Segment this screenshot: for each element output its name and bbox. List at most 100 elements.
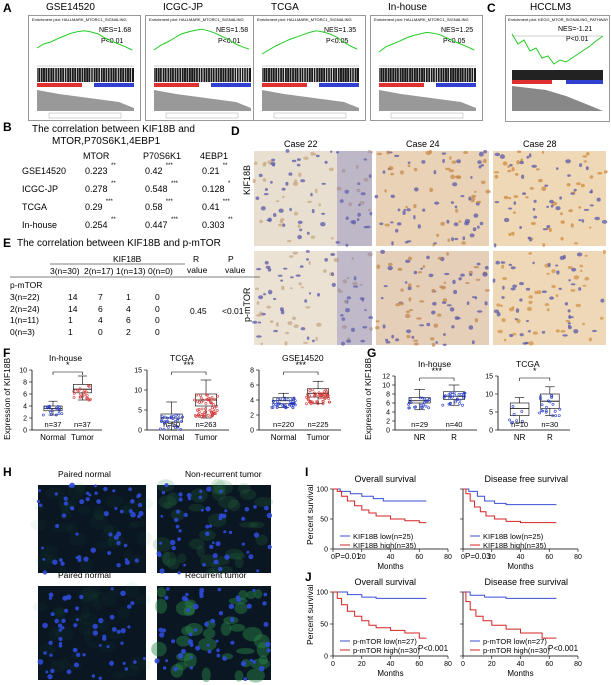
panel-d-cell-nucleus [474,190,477,193]
panel-b-value: 0.447 [145,220,168,230]
panel-h-nucleus [98,644,102,647]
panel-d-cell-nucleus [512,332,517,336]
panel-d-cell-nucleus [308,261,311,265]
panel-h-nucleus [241,542,245,546]
panel-h-green-signal [239,521,258,528]
panel-h-nucleus [122,661,126,665]
panel-d-cell-nucleus [509,333,514,338]
panel-d-cell-nucleus [528,252,533,255]
panel-d-cell-nucleus [454,205,458,209]
box-plot-point [195,393,199,397]
panel-d-cell-nucleus [578,219,582,222]
km-xtick-label: 60 [545,554,553,561]
panel-h-green-signal [94,599,103,611]
panel-d-cell-nucleus [417,224,421,229]
panel-h-green-signal [158,495,177,509]
panel-d-cell-nucleus [571,267,577,272]
panel-c-pval: P<0.01 [566,36,589,43]
box-plot-ytick-label: 4 [23,404,27,411]
panel-h-nucleus [61,618,66,623]
box-plot-point [196,413,200,417]
panel-d-cell-nucleus [265,265,271,269]
panel-d-dense-region [337,251,372,345]
panel-d-cell-nucleus [528,153,532,158]
panel-a-hits-3 [379,68,476,82]
panel-d-cell-nucleus [458,220,462,223]
panel-d-cell-nucleus [321,182,326,185]
panel-h-nucleus [127,625,131,629]
box-plot-point [291,406,295,409]
panel-d-cell-nucleus [254,287,260,290]
panel-h-nucleus [246,550,250,554]
panel-d-cell-nucleus [528,341,534,346]
panel-h-nucleus [142,656,146,661]
panel-h-green-signal [162,551,177,567]
panel-h-green-signal [127,522,139,529]
panel-d-cell-nucleus [509,163,513,167]
box-plot-point [212,410,216,414]
panel-a-es-line-1 [153,28,250,51]
panel-a-subtitle-0: Enrichment plot: HALLMARK_MTORC1_SIGNALI… [32,17,127,22]
panel-h-nucleus [43,651,47,655]
panel-d-cell-nucleus [312,339,315,343]
panel-d-cell-nucleus [413,167,418,172]
panel-h-nucleus [216,653,221,658]
panel-h-nucleus [177,653,184,659]
panel-d-cell-nucleus [374,194,379,199]
box-plot-point [200,413,204,416]
panel-h-nucleus [48,640,53,645]
box-plot-point [318,396,322,400]
panel-a-blue-bar-3 [436,83,476,87]
panel-d-dense-region [337,151,372,246]
panel-d-cell-nucleus [300,327,306,331]
panel-d-cell-nucleus [300,286,304,289]
panel-h-green-signal [94,509,105,521]
panel-d-cell-nucleus [471,194,477,199]
box-plot-ytick-label: 10 [19,368,27,375]
panel-h-nucleus [228,530,233,535]
panel-d-cell-nucleus [483,150,487,154]
panel-letter-i: I [305,465,309,479]
box-plot-group-label: Normal [159,433,185,442]
panel-h-nucleus [127,604,132,609]
panel-h-nucleus [210,618,216,624]
panel-d-cell-nucleus [257,321,262,324]
km-legend-high: KIF18B high(n=35) [483,541,547,550]
panel-d-cell-nucleus [433,323,439,328]
panel-h-nucleus [110,587,114,591]
box-plot-point [418,396,422,400]
panel-d-cell-nucleus [339,199,344,203]
panel-h-nucleus [222,656,227,661]
panel-a-pval-2: P<0.05 [326,38,349,45]
panel-d-cell-nucleus [407,286,412,291]
box-plot-point [179,428,183,431]
box-plot-point [544,409,548,413]
panel-d-cell-nucleus [341,317,346,321]
panel-d-cell-nucleus [525,196,529,199]
box-plot-point [454,400,457,404]
panel-h-nucleus [62,595,68,601]
panel-c-es-line [511,33,604,65]
panel-e-cell: 0 [98,326,103,337]
panel-h-nucleus [171,545,176,551]
panel-h-green-signal [34,504,46,511]
panel-d-cell-nucleus [573,329,579,334]
panel-d-cell-nucleus [436,233,440,237]
km-legend-swatches-1 [470,535,480,546]
panel-d-cell-nucleus [351,257,354,260]
panel-d-cell-nucleus [479,221,484,226]
panel-d-cell-nucleus [266,305,272,309]
panel-d-cell-nucleus [348,202,352,207]
box-plot-point [204,410,208,414]
km-title: Overall survival [354,577,417,587]
box-plot-point [453,393,457,397]
panel-e-title: The correlation between KIF18B and p-mTO… [17,238,221,249]
panel-a-es-line-0 [36,30,133,51]
box-plot-ytick-label: 6 [386,401,390,408]
panel-h-nucleus [61,626,65,630]
panel-d-cell-nucleus [444,272,450,276]
panel-d-cell-nucleus [364,309,367,312]
box-plot-point [409,401,413,404]
panel-d-cell-nucleus [536,290,542,295]
panel-h-green-signal [30,519,47,531]
